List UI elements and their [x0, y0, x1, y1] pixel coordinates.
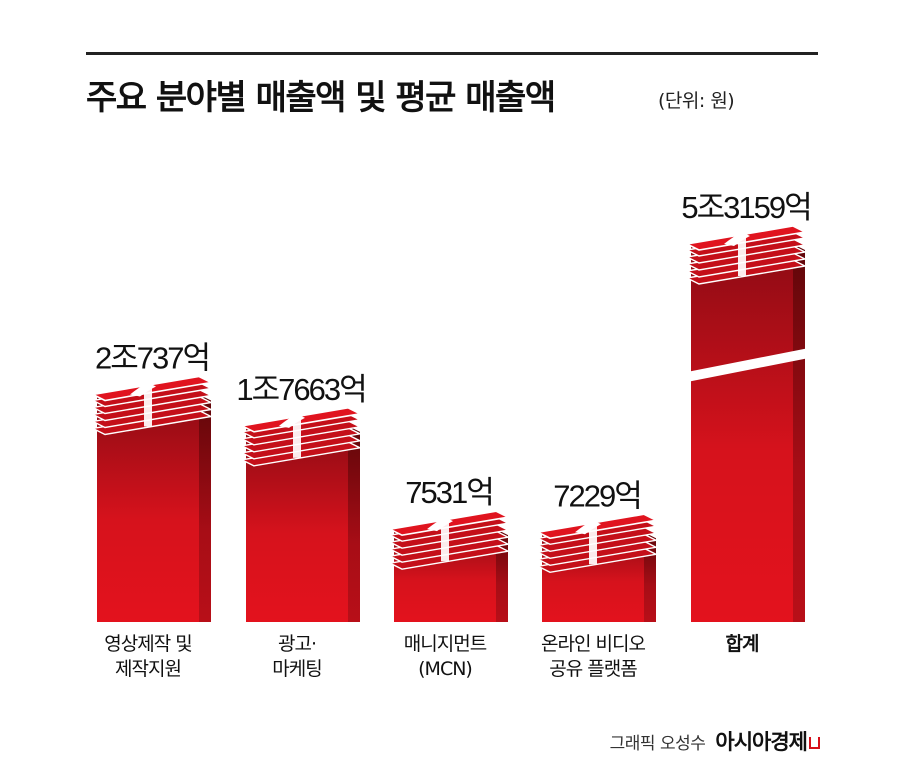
bar-2: 1조7663억	[236, 372, 368, 622]
category-label-1: 영상제작 및 제작지원	[104, 633, 192, 681]
category-label-3: 매니지먼트 (MCN)	[403, 633, 487, 681]
category-label-4: 온라인 비디오 공유 플랫폼	[541, 633, 646, 681]
value-label-4: 7229억	[553, 478, 640, 513]
bar-5: 5조3159억	[681, 190, 813, 622]
value-label-5: 5조3159억	[681, 190, 810, 225]
brand-mark-icon	[809, 737, 820, 749]
footer: 그래픽 오성수 아시아경제	[610, 726, 820, 756]
category-label-5: 합계	[725, 633, 760, 655]
value-label-2: 1조7663억	[236, 372, 365, 407]
brand-logo: 아시아경제	[715, 726, 820, 756]
bar-3: 7531억	[387, 475, 511, 622]
value-label-1: 2조737억	[95, 340, 209, 375]
bar-4: 7229억	[535, 478, 659, 622]
unit-label: (단위: 원)	[658, 90, 735, 112]
top-rule	[86, 52, 818, 55]
category-label-2: 광고· 마케팅	[272, 633, 322, 681]
brand-name: 아시아경제	[715, 730, 808, 754]
chart-title: 주요 분야별 매출액 및 평균 매출액	[86, 78, 556, 118]
bar-1: 2조737억	[90, 340, 214, 622]
graphic-credit: 그래픽 오성수	[609, 734, 706, 754]
value-label-3: 7531억	[405, 475, 492, 510]
